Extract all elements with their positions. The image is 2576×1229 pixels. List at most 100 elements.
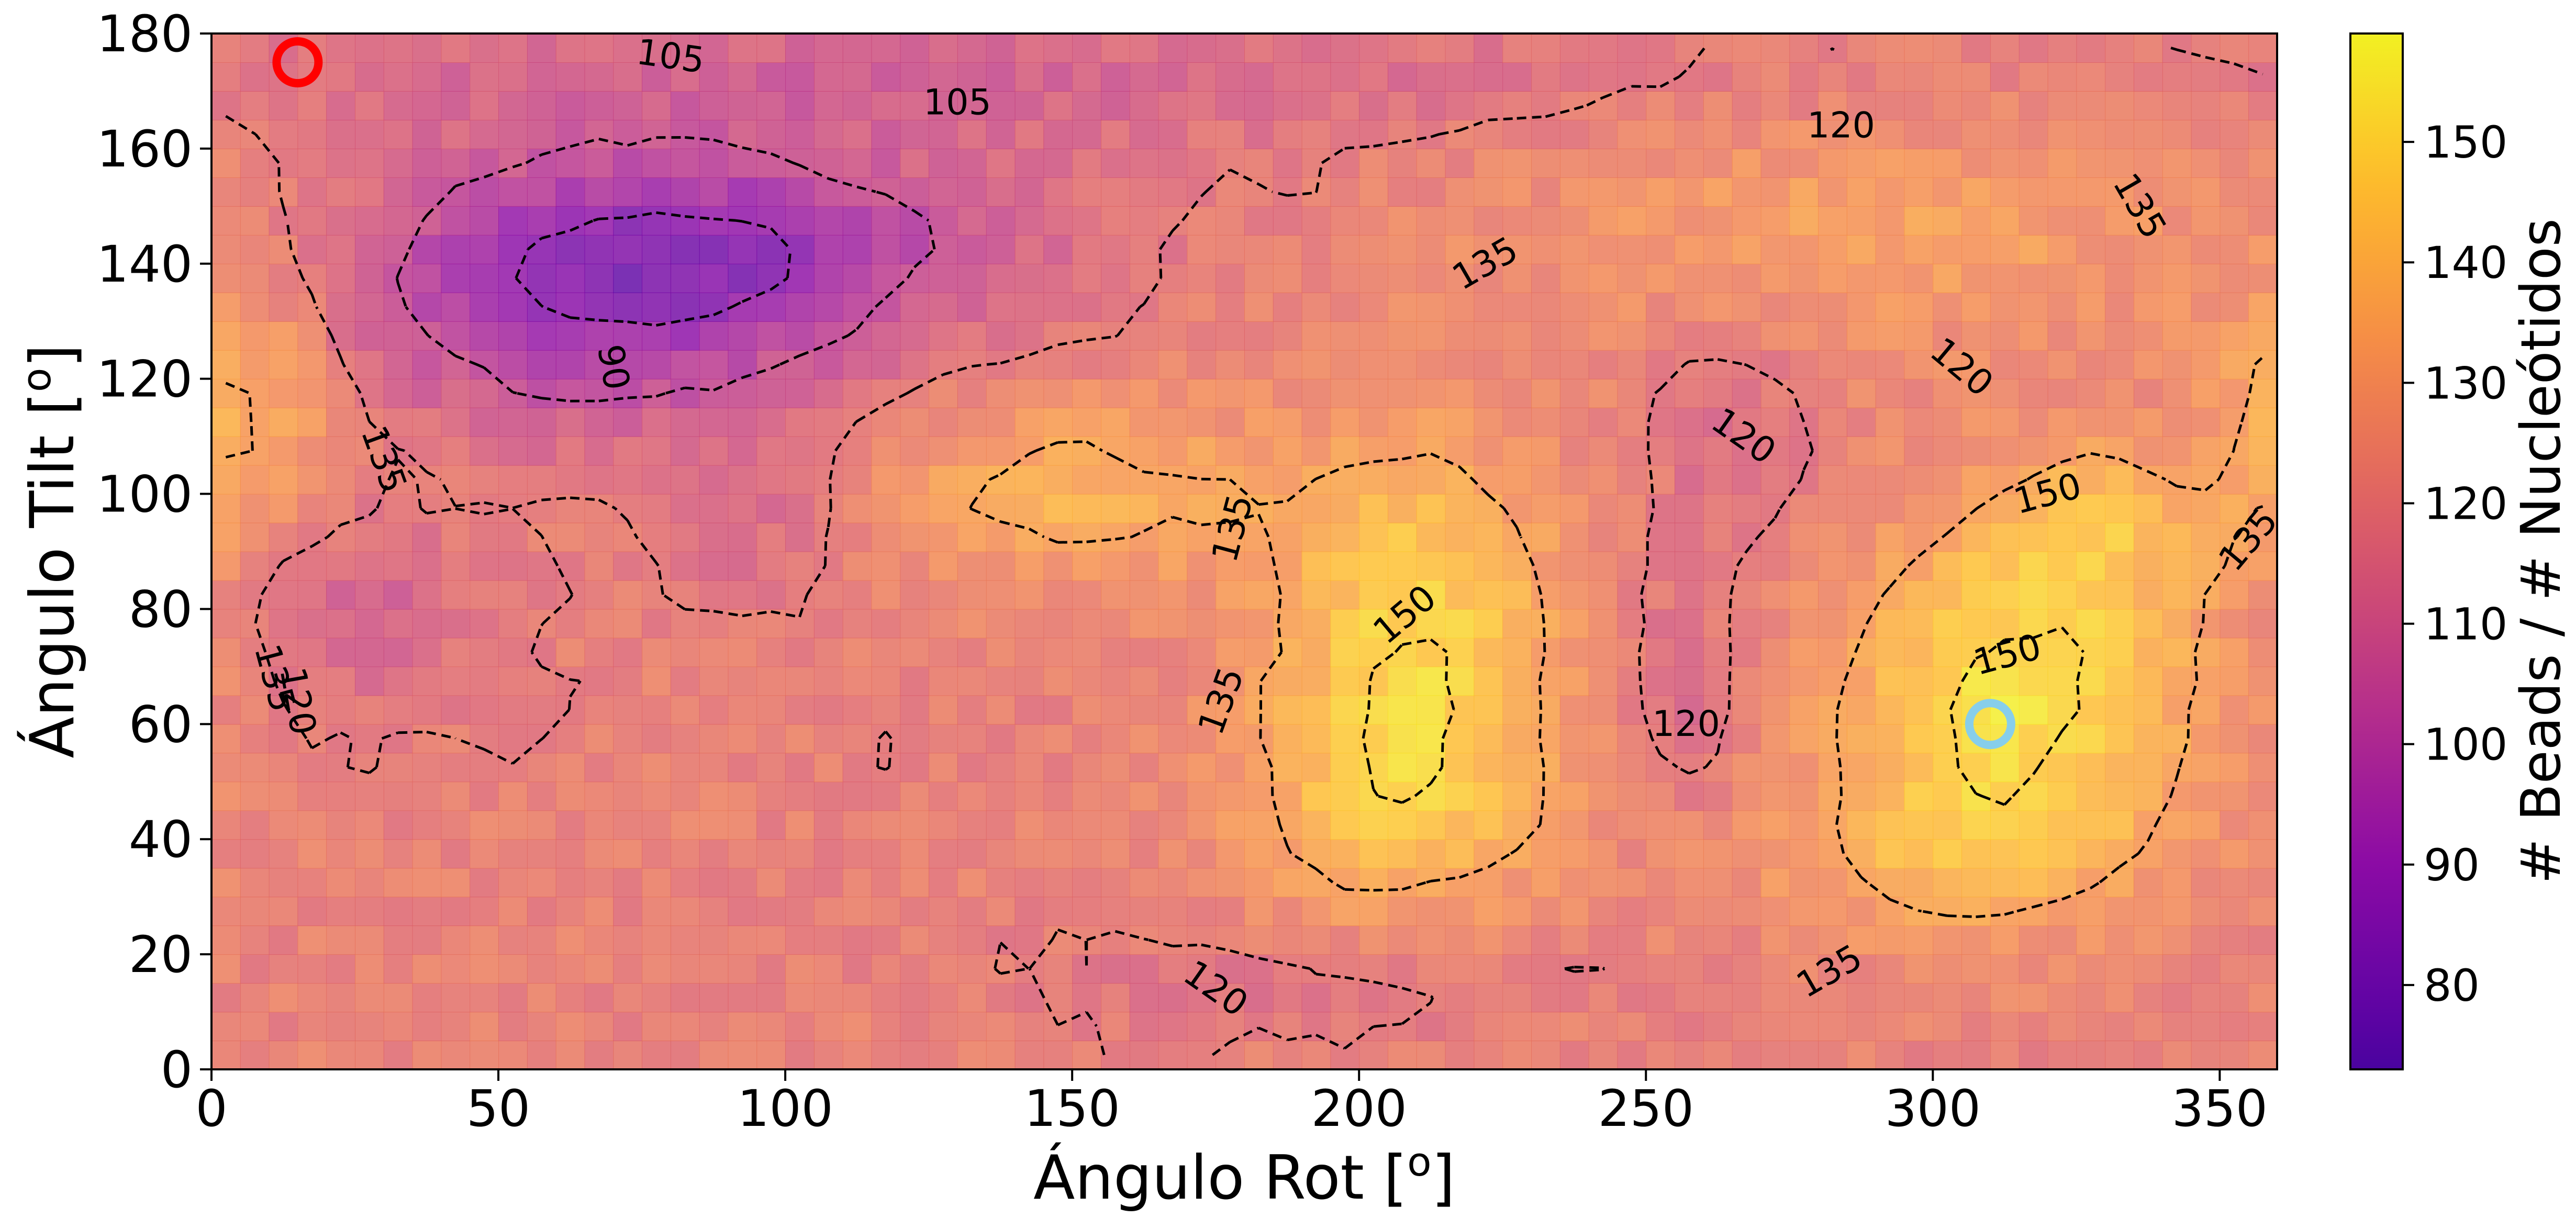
heatmap-cell — [1043, 321, 1073, 351]
heatmap-cell — [1388, 321, 1417, 351]
heatmap-cell — [699, 551, 729, 581]
heatmap-cell — [470, 695, 499, 725]
heatmap-cell — [1617, 1012, 1647, 1042]
heatmap-cell — [1129, 954, 1159, 984]
heatmap-cell — [1646, 119, 1676, 149]
heatmap-cell — [1388, 1041, 1417, 1069]
heatmap-cell — [470, 33, 499, 63]
heatmap-cell — [2248, 666, 2277, 696]
heatmap-cell — [642, 983, 671, 1013]
heatmap-cell — [240, 954, 270, 984]
heatmap-cell — [1617, 839, 1647, 869]
heatmap-cell — [1273, 119, 1302, 149]
heatmap-cell — [2105, 206, 2134, 236]
heatmap-cell — [642, 62, 671, 92]
heatmap-cell — [756, 1041, 786, 1069]
heatmap-cell — [1789, 810, 1819, 840]
heatmap-cell — [1445, 206, 1475, 236]
heatmap-cell — [297, 407, 327, 437]
heatmap-cell — [2162, 810, 2192, 840]
heatmap-cell — [756, 897, 786, 926]
heatmap-cell — [1072, 321, 1101, 351]
heatmap-cell — [1818, 724, 1847, 754]
heatmap-cell — [1187, 119, 1217, 149]
heatmap-cell — [1990, 321, 2020, 351]
heatmap-cell — [1244, 33, 1274, 63]
heatmap-cell — [498, 177, 528, 207]
heatmap-cell — [1301, 62, 1331, 92]
y-tick-label: 140 — [97, 235, 193, 294]
heatmap-cell — [670, 292, 700, 322]
heatmap-cell — [498, 321, 528, 351]
heatmap-cell — [1846, 119, 1876, 149]
heatmap-cell — [1732, 407, 1761, 437]
heatmap-cell — [269, 810, 298, 840]
heatmap-cell — [1732, 321, 1761, 351]
heatmap-cell — [441, 321, 471, 351]
heatmap-cell — [900, 465, 930, 495]
heatmap-cell — [441, 781, 471, 811]
heatmap-cell — [1072, 695, 1101, 725]
heatmap-cell — [498, 954, 528, 984]
heatmap-cell — [297, 91, 327, 120]
heatmap-cell — [1990, 206, 2020, 236]
heatmap-cell — [1961, 177, 1991, 207]
heatmap-cell — [2019, 551, 2048, 581]
heatmap-cell — [1531, 724, 1560, 754]
heatmap-cell — [1388, 119, 1417, 149]
heatmap-cell — [1789, 1041, 1819, 1069]
heatmap-cell — [297, 1012, 327, 1042]
heatmap-cell — [1273, 695, 1302, 725]
heatmap-cell — [1273, 407, 1302, 437]
heatmap-cell — [470, 925, 499, 955]
heatmap-cell — [728, 234, 757, 264]
heatmap-cell — [871, 206, 901, 236]
heatmap-cell — [670, 810, 700, 840]
heatmap-cell — [470, 897, 499, 926]
heatmap-cell — [1215, 321, 1245, 351]
heatmap-cell — [728, 781, 757, 811]
heatmap-cell — [2248, 983, 2277, 1013]
heatmap-cell — [1588, 522, 1618, 552]
heatmap-cell — [2076, 33, 2106, 63]
heatmap-cell — [555, 781, 585, 811]
heatmap-cell — [871, 925, 901, 955]
heatmap-cell — [1732, 753, 1761, 783]
heatmap-cell — [2105, 810, 2134, 840]
heatmap-cell — [699, 350, 729, 379]
heatmap-cell — [1646, 436, 1676, 466]
heatmap-cell — [1215, 580, 1245, 610]
heatmap-cell — [670, 494, 700, 523]
heatmap-cell — [2220, 407, 2249, 437]
heatmap-cell — [527, 407, 556, 437]
heatmap-cell — [1043, 810, 1073, 840]
heatmap-cell — [957, 407, 987, 437]
heatmap-cell — [1933, 522, 1962, 552]
heatmap-cell — [211, 1012, 241, 1042]
heatmap-cell — [240, 292, 270, 322]
heatmap-cell — [412, 292, 442, 322]
heatmap-cell — [1330, 91, 1360, 120]
heatmap-cell — [957, 292, 987, 322]
heatmap-cell — [1043, 378, 1073, 408]
heatmap-cell — [1043, 551, 1073, 581]
heatmap-cell — [1875, 954, 1905, 984]
heatmap-cell — [1818, 954, 1847, 984]
heatmap-cell — [1445, 925, 1475, 955]
heatmap-cell — [326, 695, 355, 725]
heatmap-cell — [297, 695, 327, 725]
heatmap-cell — [1416, 91, 1446, 120]
heatmap-cell — [240, 1012, 270, 1042]
heatmap-cell — [842, 925, 872, 955]
heatmap-cell — [1043, 954, 1073, 984]
heatmap-cell — [1760, 724, 1790, 754]
heatmap-cell — [211, 753, 241, 783]
heatmap-cell — [1875, 580, 1905, 610]
heatmap-cell — [785, 551, 815, 581]
heatmap-cell — [2191, 494, 2221, 523]
heatmap-cell — [785, 580, 815, 610]
heatmap-cell — [728, 724, 757, 754]
heatmap-cell — [699, 781, 729, 811]
heatmap-cell — [1043, 868, 1073, 898]
